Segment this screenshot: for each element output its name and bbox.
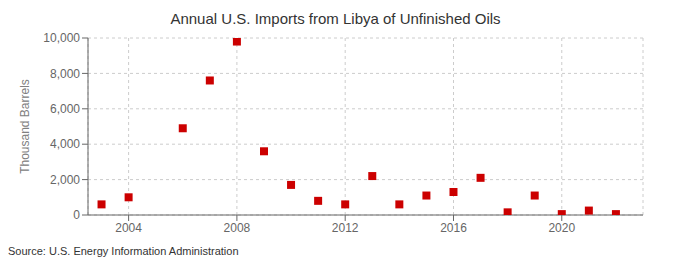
svg-text:8,000: 8,000: [50, 67, 80, 81]
svg-text:10,000: 10,000: [43, 31, 80, 45]
svg-text:0: 0: [73, 208, 80, 222]
svg-text:6,000: 6,000: [50, 102, 80, 116]
svg-text:2016: 2016: [440, 221, 467, 235]
svg-text:2,000: 2,000: [50, 173, 80, 187]
svg-text:2004: 2004: [115, 221, 142, 235]
svg-text:2012: 2012: [332, 221, 359, 235]
svg-text:2020: 2020: [548, 221, 575, 235]
svg-text:4,000: 4,000: [50, 137, 80, 151]
html-text:Annual U.S. Imports from Libya: Annual U.S. Imports from Libya of Unfini…: [170, 10, 501, 27]
svg-text:2008: 2008: [224, 221, 251, 235]
svg-text:Thousand Barrels: Thousand Barrels: [18, 79, 32, 174]
html-text:Source: U.S. Energy Informatio: Source: U.S. Energy Information Administ…: [8, 245, 239, 257]
